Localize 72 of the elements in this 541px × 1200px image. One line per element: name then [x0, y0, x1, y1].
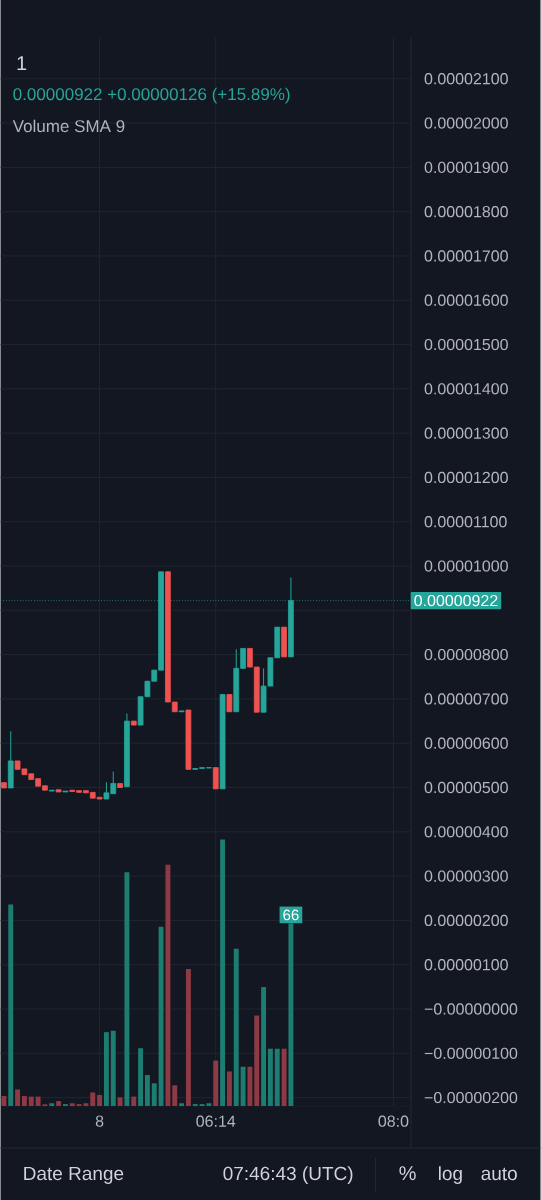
- y-tick-label: 0.00001500: [424, 338, 508, 351]
- bar: [131, 1096, 137, 1107]
- bar: [49, 1103, 55, 1107]
- bar: [274, 1048, 280, 1107]
- text: auto: [481, 1167, 517, 1181]
- annotation: Volume SMA 9: [12, 119, 125, 133]
- ref-line-label: 0.00000922: [414, 594, 498, 607]
- annotation: 0.00000922 +0.00000126 (+15.89%): [13, 87, 290, 104]
- bar: [90, 1092, 96, 1107]
- y-tick-label: 0.00000800: [424, 648, 508, 661]
- bar: [240, 1066, 246, 1107]
- text: %: [399, 1166, 416, 1181]
- y-tick-label: 0.00000600: [424, 737, 508, 749]
- bar: [138, 1048, 144, 1107]
- y-tick-label: 0.00000400: [424, 826, 508, 838]
- bar: [267, 1048, 273, 1107]
- y-tick-label: −0.00000000: [424, 1003, 518, 1015]
- y-tick-label: 0.00001000: [424, 560, 508, 572]
- bar: [144, 1075, 150, 1107]
- y-tick-label: 0.00000100: [424, 959, 508, 971]
- bar: [56, 1101, 62, 1107]
- bar: [69, 1103, 75, 1107]
- text: Date Range: [24, 1166, 124, 1184]
- bar: [261, 987, 267, 1107]
- text: 1: [17, 56, 27, 71]
- x-tick-label: 06:14: [196, 1115, 236, 1127]
- candlestick: [212, 767, 219, 790]
- bar: [220, 839, 226, 1107]
- y-tick-label: 0.00001100: [424, 516, 507, 528]
- bar: [179, 1103, 185, 1107]
- bar: [97, 1094, 103, 1107]
- x-tick-label: 8: [95, 1115, 104, 1127]
- y-tick-label: 0.00001800: [424, 206, 508, 218]
- bar: [1, 1096, 7, 1107]
- y-tick-label: 0.00000200: [424, 914, 508, 927]
- y-tick-label: 0.00000300: [424, 870, 508, 882]
- text: log: [438, 1166, 462, 1184]
- y-tick-label: −0.00000100: [424, 1047, 518, 1059]
- y-tick-label: 0.00001300: [424, 427, 508, 439]
- y-tick-label: 0.00001600: [424, 294, 508, 306]
- y-tick-label: 0.00001700: [424, 250, 508, 262]
- y-tick-label: −0.00000200: [424, 1091, 518, 1104]
- bar: [151, 1083, 157, 1107]
- bar: [158, 926, 164, 1107]
- x-tick-label: 08:0: [378, 1115, 409, 1127]
- y-tick-label: 0.00001200: [424, 471, 508, 484]
- text: 07:46:43 (UTC): [223, 1166, 353, 1184]
- bar: [8, 904, 14, 1107]
- bar: [117, 1097, 123, 1107]
- bar: [110, 1030, 116, 1107]
- bar: [247, 1066, 253, 1107]
- bar: [21, 1096, 27, 1107]
- bar: [124, 872, 130, 1107]
- y-tick-label: 0.00000700: [424, 693, 508, 705]
- bar: [15, 1089, 21, 1107]
- bar: [165, 864, 171, 1107]
- y-tick-label: 0.00002100: [424, 73, 508, 85]
- bar: [185, 969, 191, 1107]
- bar: [288, 923, 294, 1107]
- y-tick-label: 0.00002000: [424, 117, 508, 129]
- bar: [213, 1060, 219, 1107]
- bar: [103, 1032, 109, 1107]
- bar: [28, 1096, 34, 1107]
- y-tick-label: 0.00000500: [424, 781, 508, 794]
- bar: [254, 1015, 260, 1107]
- bar: [172, 1085, 178, 1107]
- bar: [281, 1048, 287, 1107]
- bar: [226, 1071, 232, 1107]
- y-tick-label: 0.00001900: [424, 161, 508, 174]
- y-tick-label: 0.00001400: [424, 383, 508, 395]
- data-label: 66: [283, 909, 299, 921]
- bar: [233, 948, 239, 1107]
